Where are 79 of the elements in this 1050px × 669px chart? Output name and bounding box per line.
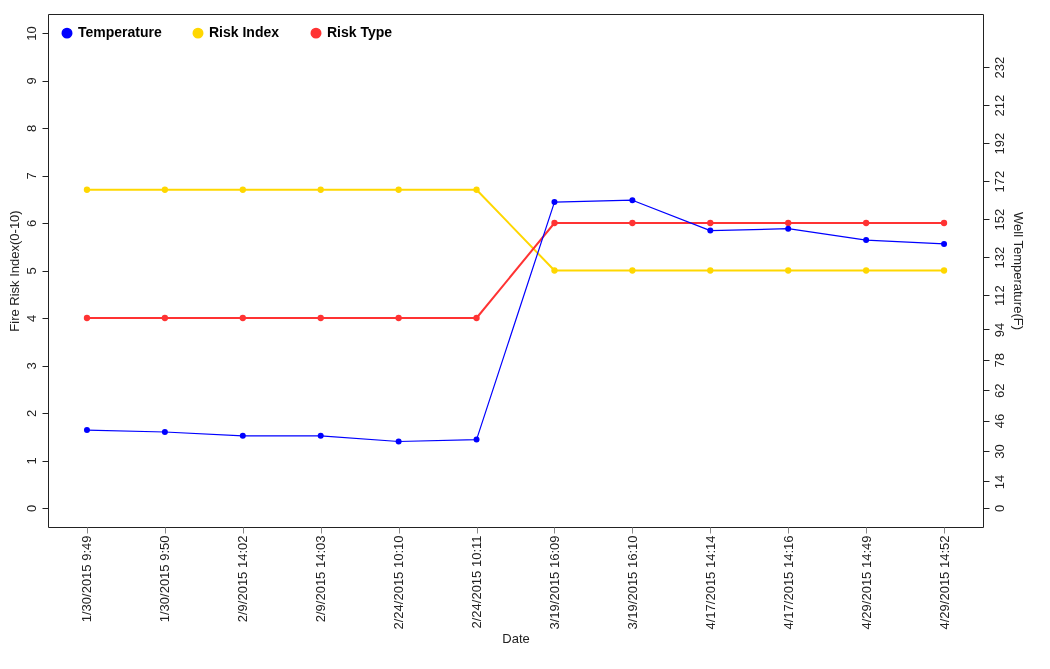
x-tick-label: 4/29/2015 14:52 — [936, 535, 952, 630]
x-tick-label: 4/29/2015 14:49 — [858, 535, 874, 630]
y-tick-label: 6 — [23, 219, 39, 228]
x-tick-label: 2/9/2015 14:03 — [313, 535, 329, 623]
point — [83, 186, 91, 193]
point — [862, 267, 870, 274]
point — [161, 186, 169, 193]
y-tick-label: 0 — [23, 504, 39, 513]
y2-tick-label: 192 — [991, 132, 1007, 155]
point — [629, 219, 636, 227]
y-tick-label: 3 — [23, 362, 39, 370]
y2-tick-label: 30 — [991, 444, 1007, 459]
point — [473, 436, 480, 443]
point — [317, 186, 324, 193]
point — [940, 219, 948, 227]
y-tick-label: 10 — [23, 26, 39, 41]
y2-tick-label: 94 — [991, 322, 1007, 338]
point — [473, 314, 480, 322]
y2-tick-label: 62 — [991, 383, 1007, 398]
point — [239, 186, 246, 193]
y2-tick-label: 232 — [991, 56, 1007, 79]
y2-tick-label: 152 — [991, 208, 1007, 231]
point — [161, 429, 168, 435]
point — [239, 314, 246, 322]
y-tick-label: 1 — [23, 457, 39, 465]
point — [785, 219, 792, 227]
y-tick-label: 4 — [23, 314, 39, 323]
y2-tick-label: 212 — [991, 94, 1007, 117]
point — [83, 314, 91, 322]
x-tick-label: 2/24/2015 10:10 — [391, 535, 407, 630]
y-tick-label: 8 — [23, 124, 39, 133]
point — [785, 267, 792, 274]
y2-tick-label: 14 — [991, 474, 1007, 490]
y-tick-label: 7 — [23, 172, 39, 180]
y-tick-label: 9 — [23, 77, 39, 85]
point — [863, 237, 870, 244]
point — [707, 227, 714, 234]
point — [940, 267, 948, 274]
x-tick-label: 1/30/2015 9:50 — [157, 535, 173, 623]
x-tick-label: 3/19/2015 16:10 — [624, 535, 640, 630]
x-tick-label: 4/17/2015 14:16 — [780, 535, 796, 630]
point — [473, 186, 480, 193]
point — [629, 267, 636, 274]
y2-tick-label: 132 — [991, 246, 1007, 269]
point — [862, 219, 870, 227]
x-tick-label: 2/24/2015 10:11 — [469, 535, 485, 629]
legend-label: Risk Type — [327, 24, 393, 41]
point — [395, 314, 402, 322]
point — [707, 267, 714, 274]
y2-tick-label: 112 — [991, 285, 1007, 307]
point — [395, 438, 402, 445]
x-tick-label: 3/19/2015 16:09 — [546, 535, 562, 630]
point — [317, 432, 324, 439]
point — [941, 240, 948, 247]
y-tick-label: 2 — [23, 409, 39, 418]
point — [785, 225, 792, 232]
point — [395, 186, 402, 193]
x-tick-label: 2/9/2015 14:02 — [235, 535, 251, 623]
point — [239, 432, 246, 439]
legend-label: Risk Index — [209, 24, 280, 41]
y2-axis-title: Well Temperature(F) — [1010, 212, 1026, 330]
point — [551, 199, 558, 206]
y2-tick-label: 46 — [991, 413, 1007, 429]
point — [83, 427, 90, 434]
y2-tick-label: 172 — [991, 170, 1007, 193]
legend-label: Temperature — [78, 24, 162, 41]
point — [317, 314, 324, 322]
y-axis-title: Fire Risk Index(0-10) — [6, 210, 22, 332]
point — [707, 219, 714, 227]
point — [551, 219, 558, 227]
x-axis-title: Date — [502, 631, 530, 647]
x-tick-label: 1/30/2015 9:49 — [79, 535, 95, 623]
y2-tick-label: 78 — [991, 353, 1007, 368]
point — [551, 267, 558, 274]
point — [629, 197, 636, 204]
point — [161, 314, 169, 322]
x-tick-label: 4/17/2015 14:14 — [702, 535, 718, 630]
y2-tick-label: 0 — [991, 504, 1007, 513]
y-tick-label: 5 — [23, 267, 39, 275]
